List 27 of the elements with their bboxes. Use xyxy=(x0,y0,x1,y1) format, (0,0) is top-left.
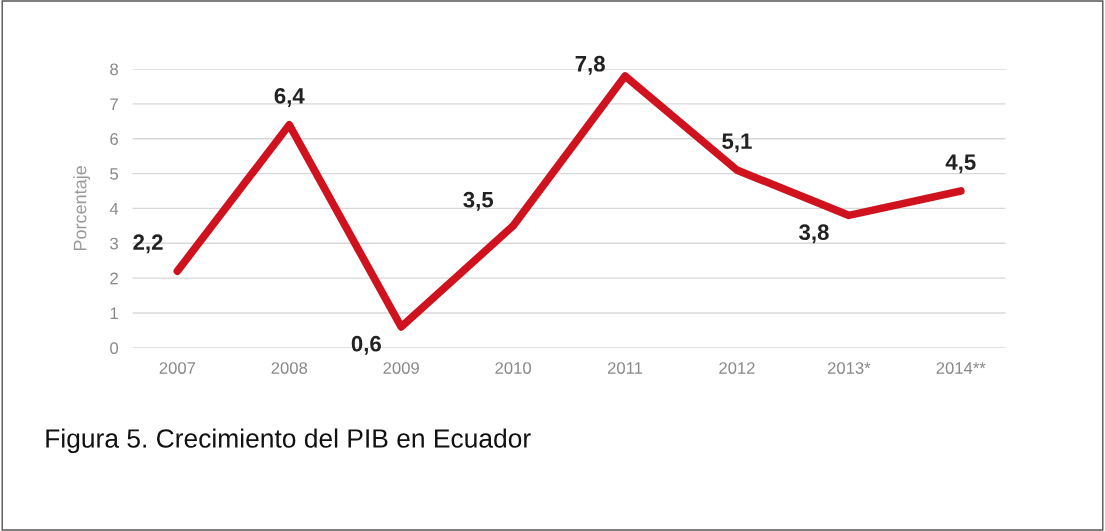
x-tick-label: 2011 xyxy=(607,362,643,374)
y-tick-label: 8 xyxy=(110,63,118,76)
data-label: 0,6 xyxy=(351,335,381,355)
x-tick-label: 2007 xyxy=(159,362,196,374)
y-tick-label: 7 xyxy=(110,98,118,110)
x-tick-label: 2013* xyxy=(827,362,871,374)
data-label: 7,8 xyxy=(575,55,605,75)
x-tick-label: 2009 xyxy=(383,362,419,374)
data-label: 5,1 xyxy=(722,133,752,153)
y-tick-label: 6 xyxy=(110,133,118,145)
x-tick-label: 2012 xyxy=(719,362,755,374)
data-label: 2,2 xyxy=(133,234,163,254)
y-tick-label: 1 xyxy=(110,307,118,319)
x-tick-label: 2014** xyxy=(936,362,986,374)
y-tick-label: 3 xyxy=(110,237,118,250)
data-label: 6,4 xyxy=(274,87,305,107)
data-label: 3,5 xyxy=(463,191,494,211)
y-tick-label: 2 xyxy=(110,272,118,285)
data-label: 4,5 xyxy=(945,154,976,174)
y-tick-label: 4 xyxy=(109,202,119,215)
y-tick-label: 0 xyxy=(110,342,119,355)
x-tick-label: 2010 xyxy=(495,362,532,374)
x-tick-label: 2008 xyxy=(271,362,308,374)
y-tick-label: 5 xyxy=(110,168,119,180)
text: Figura 5. Crecimiento del PIB en Ecuador xyxy=(46,428,531,454)
data-label: 3,8 xyxy=(799,224,829,244)
y-axis-title: Porcentaje xyxy=(73,166,90,251)
